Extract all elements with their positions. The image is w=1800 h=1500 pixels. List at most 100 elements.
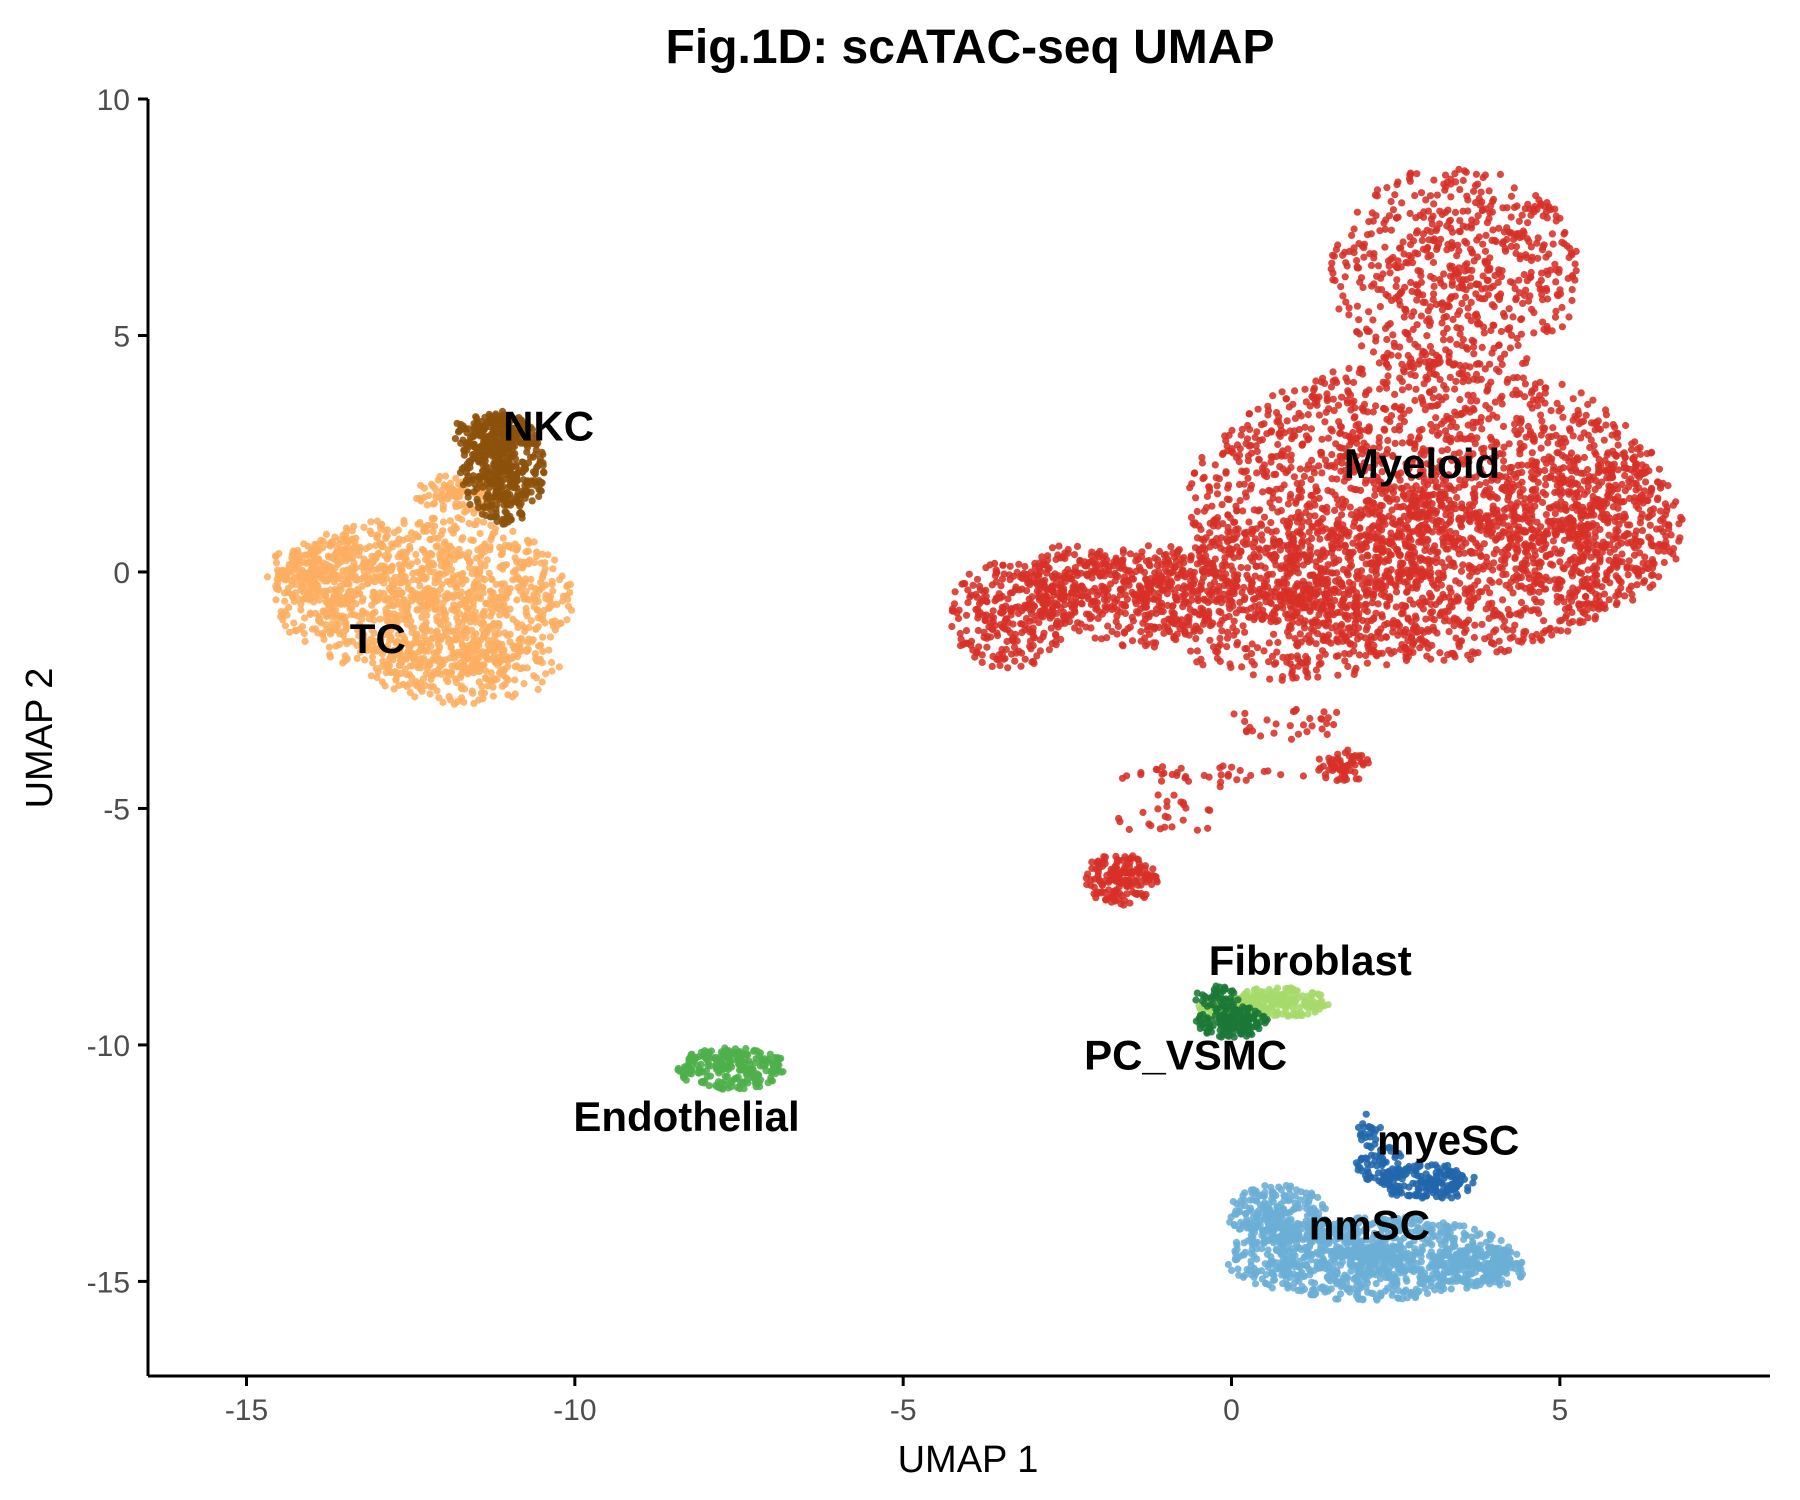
point <box>1591 612 1600 621</box>
point <box>1542 510 1550 519</box>
point <box>399 631 407 640</box>
point <box>1421 501 1429 509</box>
point <box>328 620 336 628</box>
point <box>1259 468 1267 476</box>
point <box>451 435 459 443</box>
point <box>1470 633 1478 642</box>
point <box>1566 425 1574 433</box>
point <box>1636 450 1645 458</box>
point <box>1630 551 1639 559</box>
point <box>498 486 506 494</box>
point <box>500 475 509 483</box>
point <box>401 553 409 562</box>
point <box>533 592 541 600</box>
point <box>1524 219 1532 227</box>
point <box>1275 430 1283 438</box>
point <box>1511 420 1519 428</box>
point <box>457 694 466 702</box>
point <box>272 559 280 567</box>
point <box>1643 450 1651 458</box>
point <box>499 546 507 554</box>
point <box>509 527 517 536</box>
point <box>1467 655 1475 664</box>
point <box>1477 188 1485 196</box>
point <box>404 611 412 619</box>
point <box>1405 406 1413 414</box>
point <box>725 1050 733 1058</box>
point <box>538 678 546 686</box>
point <box>327 538 335 546</box>
point <box>765 1055 773 1063</box>
point <box>1423 652 1431 660</box>
point <box>1495 578 1503 586</box>
point <box>1442 545 1450 553</box>
point <box>1244 457 1252 465</box>
point <box>1464 304 1472 312</box>
point <box>383 555 391 563</box>
point <box>546 592 555 601</box>
point <box>1664 482 1672 490</box>
point <box>429 527 437 536</box>
point <box>1375 629 1383 637</box>
point <box>300 629 308 638</box>
point <box>355 624 363 633</box>
point <box>1449 559 1457 567</box>
point <box>416 659 424 667</box>
point <box>336 596 344 604</box>
point <box>491 528 499 537</box>
point <box>1432 414 1440 422</box>
point <box>1508 463 1516 472</box>
point <box>697 1078 706 1086</box>
point <box>1359 283 1367 292</box>
point <box>538 550 546 558</box>
point <box>682 1076 690 1084</box>
point <box>489 692 497 700</box>
point <box>1474 359 1482 368</box>
point <box>438 496 446 505</box>
point <box>1528 535 1536 543</box>
point <box>423 599 431 608</box>
point <box>1345 389 1353 397</box>
point <box>1466 408 1474 416</box>
point <box>534 623 542 631</box>
point <box>388 540 396 548</box>
point <box>1360 253 1368 261</box>
point <box>1350 414 1358 422</box>
point <box>1198 459 1206 467</box>
point <box>1537 444 1545 452</box>
point <box>458 465 466 473</box>
point <box>491 493 499 501</box>
point <box>1389 495 1397 503</box>
point <box>476 595 484 603</box>
point <box>1479 173 1487 182</box>
point <box>466 500 474 509</box>
point <box>454 514 462 522</box>
point <box>516 665 525 673</box>
point <box>347 566 355 574</box>
point <box>501 680 509 688</box>
scatter-points <box>263 165 1686 1304</box>
point <box>1387 412 1396 420</box>
point <box>439 527 447 535</box>
point <box>450 556 458 564</box>
point <box>1478 343 1486 351</box>
cluster-points-endothelial <box>674 1044 787 1093</box>
point <box>470 425 478 433</box>
point <box>1346 503 1354 511</box>
point <box>713 1083 721 1091</box>
point <box>315 617 323 625</box>
point <box>1552 278 1560 286</box>
point <box>372 664 380 672</box>
point <box>1423 535 1431 543</box>
point <box>1457 521 1465 529</box>
point <box>460 661 468 670</box>
point <box>1264 411 1272 419</box>
point <box>1557 438 1565 447</box>
point <box>1493 413 1501 421</box>
point <box>1235 451 1244 459</box>
point <box>1518 638 1526 646</box>
point <box>320 635 328 644</box>
point <box>437 635 445 643</box>
point <box>1211 461 1219 469</box>
point <box>505 483 513 491</box>
